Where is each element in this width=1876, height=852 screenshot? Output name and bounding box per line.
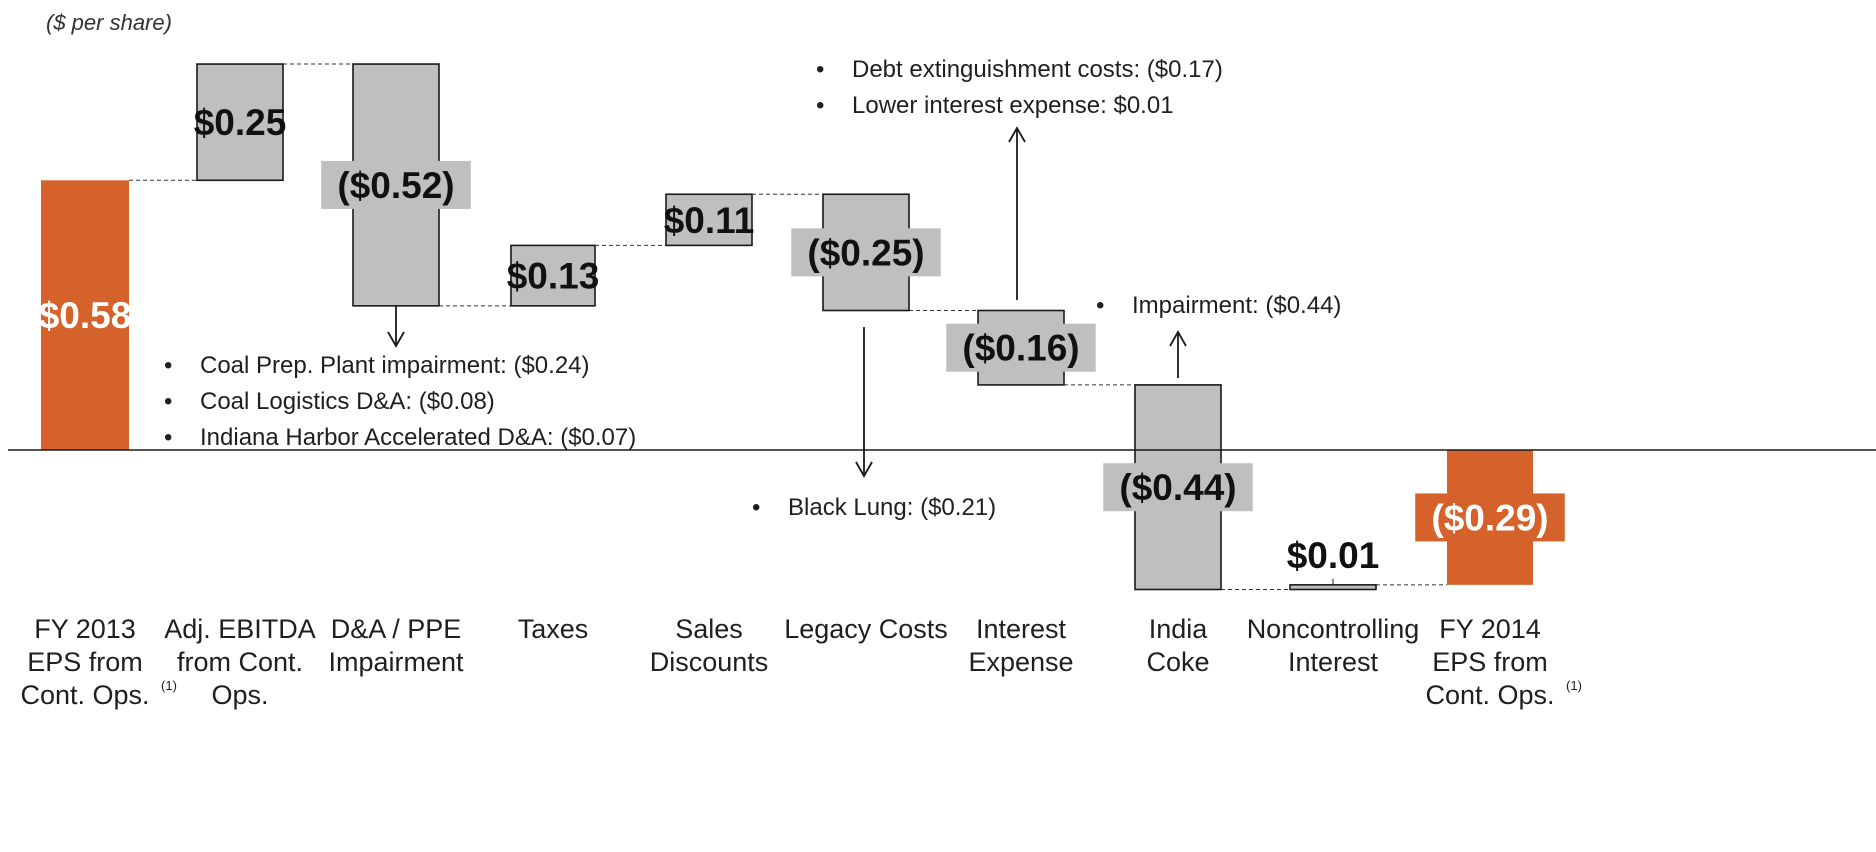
annotation-legacy: Black Lung: ($0.21): [748, 490, 996, 526]
x-tick-label-1-2: Ops.: [211, 680, 268, 710]
data-label-bg-5: [791, 228, 941, 277]
annotation-da-item-2: Indiana Harbor Accelerated D&A: ($0.07): [160, 420, 636, 456]
data-label-bg-6: [946, 323, 1096, 372]
connector-lines: [129, 63, 1447, 590]
annotation-india: Impairment: ($0.44): [1092, 288, 1341, 324]
footnote-mark-9: (1): [1566, 678, 1582, 693]
bar-series: [41, 63, 1533, 591]
bar-0: [41, 180, 129, 451]
x-tick-label-5-0: Legacy Costs: [784, 614, 948, 644]
data-label-5: ($0.25): [807, 232, 924, 273]
footnote-mark-0: (1): [161, 678, 177, 693]
annotation-arrows: [387, 126, 1187, 478]
x-tick-label-0-1: EPS from: [27, 647, 143, 677]
data-label-bg-9: [1415, 493, 1565, 542]
x-tick-label-3-0: Taxes: [518, 614, 589, 644]
data-label-3: $0.13: [507, 256, 600, 297]
data-label-bg-2: [321, 160, 471, 209]
bar-4: [665, 193, 753, 247]
x-tick-label-0-2: Cont. Ops.: [20, 680, 149, 710]
x-tick-label-8-1: Interest: [1288, 647, 1379, 677]
annotation-da-item-0: Coal Prep. Plant impairment: ($0.24): [160, 348, 636, 384]
unit-note: ($ per share): [46, 10, 172, 35]
annotation-interest-item-0: Debt extinguishment costs: ($0.17): [812, 52, 1223, 88]
bar-8: [1289, 584, 1377, 591]
x-tick-label-9-1: EPS from: [1432, 647, 1548, 677]
x-tick-label-4-0: Sales: [675, 614, 743, 644]
data-label-0: $0.58: [39, 295, 132, 336]
annotation-legacy-item-0: Black Lung: ($0.21): [748, 490, 996, 526]
data-labels: $0.58 $0.25 ($0.52) $0.13 $0.11 ($0.25) ($0.16…: [39, 102, 1565, 585]
x-tick-label-7-0: India: [1149, 614, 1209, 644]
x-tick-label-2-1: Impairment: [328, 647, 464, 677]
x-tick-label-1-1: from Cont.: [177, 647, 303, 677]
data-label-1: $0.25: [194, 102, 287, 143]
x-tick-label-6-0: Interest: [976, 614, 1067, 644]
x-tick-label-6-1: Expense: [968, 647, 1073, 677]
data-label-bg-7: [1103, 463, 1253, 512]
data-label-4: $0.11: [664, 200, 755, 241]
data-label-2: ($0.52): [337, 165, 454, 206]
annotation-da-item-1: Coal Logistics D&A: ($0.08): [160, 384, 636, 420]
arrow-down-legacy-icon: [855, 327, 873, 478]
x-tick-label-7-1: Coke: [1146, 647, 1209, 677]
data-label-8: $0.01: [1287, 535, 1380, 576]
x-tick-label-8-0: Noncontrolling: [1247, 614, 1420, 644]
bar-3: [510, 244, 596, 307]
arrow-down-da-icon: [387, 305, 405, 348]
data-label-9: ($0.29): [1431, 497, 1548, 538]
annotation-interest: Debt extinguishment costs: ($0.17)Lower …: [812, 52, 1223, 124]
x-tick-label-1-0: Adj. EBITDA: [164, 614, 316, 644]
x-tick-label-0-0: FY 2013: [34, 614, 136, 644]
annotation-interest-item-1: Lower interest expense: $0.01: [812, 88, 1223, 124]
arrow-up-interest-icon: [1008, 126, 1026, 300]
x-tick-label-4-1: Discounts: [650, 647, 769, 677]
x-tick-label-9-0: FY 2014: [1439, 614, 1541, 644]
arrow-up-india-icon: [1169, 330, 1187, 378]
bar-1: [196, 63, 284, 182]
data-label-7: ($0.44): [1119, 467, 1236, 508]
x-tick-label-2-0: D&A / PPE: [331, 614, 462, 644]
data-label-6: ($0.16): [962, 328, 1079, 369]
x-tick-label-9-2: Cont. Ops.: [1425, 680, 1554, 710]
annotation-india-item-0: Impairment: ($0.44): [1092, 288, 1341, 324]
annotation-da: Coal Prep. Plant impairment: ($0.24)Coal…: [160, 348, 636, 456]
